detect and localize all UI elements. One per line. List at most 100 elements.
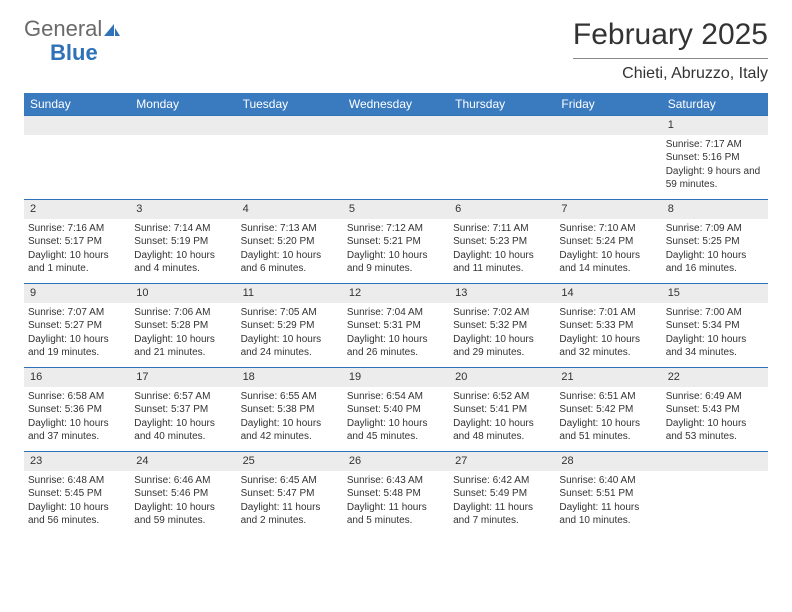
day-number: 9 xyxy=(24,284,130,303)
sunset-text: Sunset: 5:36 PM xyxy=(28,403,126,417)
sunset-text: Sunset: 5:33 PM xyxy=(559,319,657,333)
daylight-text: Daylight: 10 hours and 14 minutes. xyxy=(559,249,657,276)
sunset-text: Sunset: 5:31 PM xyxy=(347,319,445,333)
day-details: Sunrise: 7:09 AMSunset: 5:25 PMDaylight:… xyxy=(666,222,764,276)
daylight-text: Daylight: 10 hours and 32 minutes. xyxy=(559,333,657,360)
day-details: Sunrise: 7:16 AMSunset: 5:17 PMDaylight:… xyxy=(28,222,126,276)
day-number: 19 xyxy=(343,368,449,387)
calendar-week-row: 9Sunrise: 7:07 AMSunset: 5:27 PMDaylight… xyxy=(24,284,768,368)
sunset-text: Sunset: 5:47 PM xyxy=(241,487,339,501)
daylight-text: Daylight: 10 hours and 6 minutes. xyxy=(241,249,339,276)
sunrise-text: Sunrise: 6:46 AM xyxy=(134,474,232,488)
day-number xyxy=(449,116,555,135)
calendar-empty-cell xyxy=(343,116,449,200)
sunrise-text: Sunrise: 6:55 AM xyxy=(241,390,339,404)
sunrise-text: Sunrise: 6:52 AM xyxy=(453,390,551,404)
calendar-day-cell: 22Sunrise: 6:49 AMSunset: 5:43 PMDayligh… xyxy=(662,368,768,452)
calendar-day-cell: 11Sunrise: 7:05 AMSunset: 5:29 PMDayligh… xyxy=(237,284,343,368)
day-number: 25 xyxy=(237,452,343,471)
calendar-day-cell: 10Sunrise: 7:06 AMSunset: 5:28 PMDayligh… xyxy=(130,284,236,368)
weekday-header: Wednesday xyxy=(343,93,449,116)
calendar-day-cell: 7Sunrise: 7:10 AMSunset: 5:24 PMDaylight… xyxy=(555,200,661,284)
day-number: 28 xyxy=(555,452,661,471)
sunset-text: Sunset: 5:34 PM xyxy=(666,319,764,333)
brand-logo: General Blue xyxy=(24,18,122,64)
sunset-text: Sunset: 5:51 PM xyxy=(559,487,657,501)
day-details: Sunrise: 7:04 AMSunset: 5:31 PMDaylight:… xyxy=(347,306,445,360)
day-details: Sunrise: 6:57 AMSunset: 5:37 PMDaylight:… xyxy=(134,390,232,444)
sunset-text: Sunset: 5:24 PM xyxy=(559,235,657,249)
sunrise-text: Sunrise: 7:00 AM xyxy=(666,306,764,320)
calendar-day-cell: 9Sunrise: 7:07 AMSunset: 5:27 PMDaylight… xyxy=(24,284,130,368)
sunset-text: Sunset: 5:17 PM xyxy=(28,235,126,249)
calendar-empty-cell xyxy=(24,116,130,200)
calendar-empty-cell xyxy=(449,116,555,200)
sunset-text: Sunset: 5:16 PM xyxy=(666,151,764,165)
day-details: Sunrise: 7:13 AMSunset: 5:20 PMDaylight:… xyxy=(241,222,339,276)
daylight-text: Daylight: 10 hours and 34 minutes. xyxy=(666,333,764,360)
day-details: Sunrise: 6:51 AMSunset: 5:42 PMDaylight:… xyxy=(559,390,657,444)
day-details: Sunrise: 7:05 AMSunset: 5:29 PMDaylight:… xyxy=(241,306,339,360)
day-number: 17 xyxy=(130,368,236,387)
day-number: 22 xyxy=(662,368,768,387)
sunrise-text: Sunrise: 7:05 AM xyxy=(241,306,339,320)
day-number: 26 xyxy=(343,452,449,471)
sunset-text: Sunset: 5:23 PM xyxy=(453,235,551,249)
sunrise-text: Sunrise: 7:13 AM xyxy=(241,222,339,236)
sunset-text: Sunset: 5:20 PM xyxy=(241,235,339,249)
daylight-text: Daylight: 10 hours and 1 minute. xyxy=(28,249,126,276)
calendar-day-cell: 24Sunrise: 6:46 AMSunset: 5:46 PMDayligh… xyxy=(130,452,236,536)
day-details: Sunrise: 6:48 AMSunset: 5:45 PMDaylight:… xyxy=(28,474,126,528)
title-underline xyxy=(573,58,768,59)
day-number: 21 xyxy=(555,368,661,387)
daylight-text: Daylight: 10 hours and 11 minutes. xyxy=(453,249,551,276)
sunrise-text: Sunrise: 6:57 AM xyxy=(134,390,232,404)
day-number xyxy=(343,116,449,135)
calendar-day-cell: 25Sunrise: 6:45 AMSunset: 5:47 PMDayligh… xyxy=(237,452,343,536)
daylight-text: Daylight: 10 hours and 29 minutes. xyxy=(453,333,551,360)
day-number: 3 xyxy=(130,200,236,219)
day-number: 24 xyxy=(130,452,236,471)
day-details: Sunrise: 7:11 AMSunset: 5:23 PMDaylight:… xyxy=(453,222,551,276)
day-number: 4 xyxy=(237,200,343,219)
sunset-text: Sunset: 5:32 PM xyxy=(453,319,551,333)
calendar-day-cell: 5Sunrise: 7:12 AMSunset: 5:21 PMDaylight… xyxy=(343,200,449,284)
calendar-day-cell: 18Sunrise: 6:55 AMSunset: 5:38 PMDayligh… xyxy=(237,368,343,452)
calendar-day-cell: 27Sunrise: 6:42 AMSunset: 5:49 PMDayligh… xyxy=(449,452,555,536)
sunset-text: Sunset: 5:49 PM xyxy=(453,487,551,501)
brand-word-2: Blue xyxy=(24,40,98,65)
daylight-text: Daylight: 10 hours and 40 minutes. xyxy=(134,417,232,444)
calendar-day-cell: 21 Sunrise: 6:51 AMSunset: 5:42 PMDayligh… xyxy=(555,368,661,452)
weekday-header: Monday xyxy=(130,93,236,116)
sunrise-text: Sunrise: 6:45 AM xyxy=(241,474,339,488)
calendar-day-cell: 20Sunrise: 6:52 AMSunset: 5:41 PMDayligh… xyxy=(449,368,555,452)
daylight-text: Daylight: 11 hours and 10 minutes. xyxy=(559,501,657,528)
logo-sail-icon xyxy=(102,20,122,42)
sunset-text: Sunset: 5:19 PM xyxy=(134,235,232,249)
sunset-text: Sunset: 5:42 PM xyxy=(559,403,657,417)
day-details: Sunrise: 6:55 AMSunset: 5:38 PMDaylight:… xyxy=(241,390,339,444)
day-number: 16 xyxy=(24,368,130,387)
calendar-week-row: 2Sunrise: 7:16 AMSunset: 5:17 PMDaylight… xyxy=(24,200,768,284)
calendar-day-cell: 17 Sunrise: 6:57 AMSunset: 5:37 PMDayligh… xyxy=(130,368,236,452)
day-number: 27 xyxy=(449,452,555,471)
sunrise-text: Sunrise: 6:58 AM xyxy=(28,390,126,404)
daylight-text: Daylight: 10 hours and 51 minutes. xyxy=(559,417,657,444)
sunset-text: Sunset: 5:29 PM xyxy=(241,319,339,333)
day-details: Sunrise: 7:10 AMSunset: 5:24 PMDaylight:… xyxy=(559,222,657,276)
daylight-text: Daylight: 10 hours and 48 minutes. xyxy=(453,417,551,444)
day-details: Sunrise: 6:43 AMSunset: 5:48 PMDaylight:… xyxy=(347,474,445,528)
day-number xyxy=(237,116,343,135)
day-details: Sunrise: 7:06 AMSunset: 5:28 PMDaylight:… xyxy=(134,306,232,360)
header-bar: General Blue February 2025 Chieti, Abruz… xyxy=(24,18,768,83)
weekday-header: Saturday xyxy=(662,93,768,116)
daylight-text: Daylight: 9 hours and 59 minutes. xyxy=(666,165,764,192)
sunset-text: Sunset: 5:27 PM xyxy=(28,319,126,333)
brand-word-1: General xyxy=(24,16,102,41)
daylight-text: Daylight: 10 hours and 59 minutes. xyxy=(134,501,232,528)
day-details: Sunrise: 7:01 AMSunset: 5:33 PMDaylight:… xyxy=(559,306,657,360)
weekday-header: Tuesday xyxy=(237,93,343,116)
daylight-text: Daylight: 10 hours and 26 minutes. xyxy=(347,333,445,360)
daylight-text: Daylight: 11 hours and 5 minutes. xyxy=(347,501,445,528)
brand-text: General Blue xyxy=(24,18,122,64)
